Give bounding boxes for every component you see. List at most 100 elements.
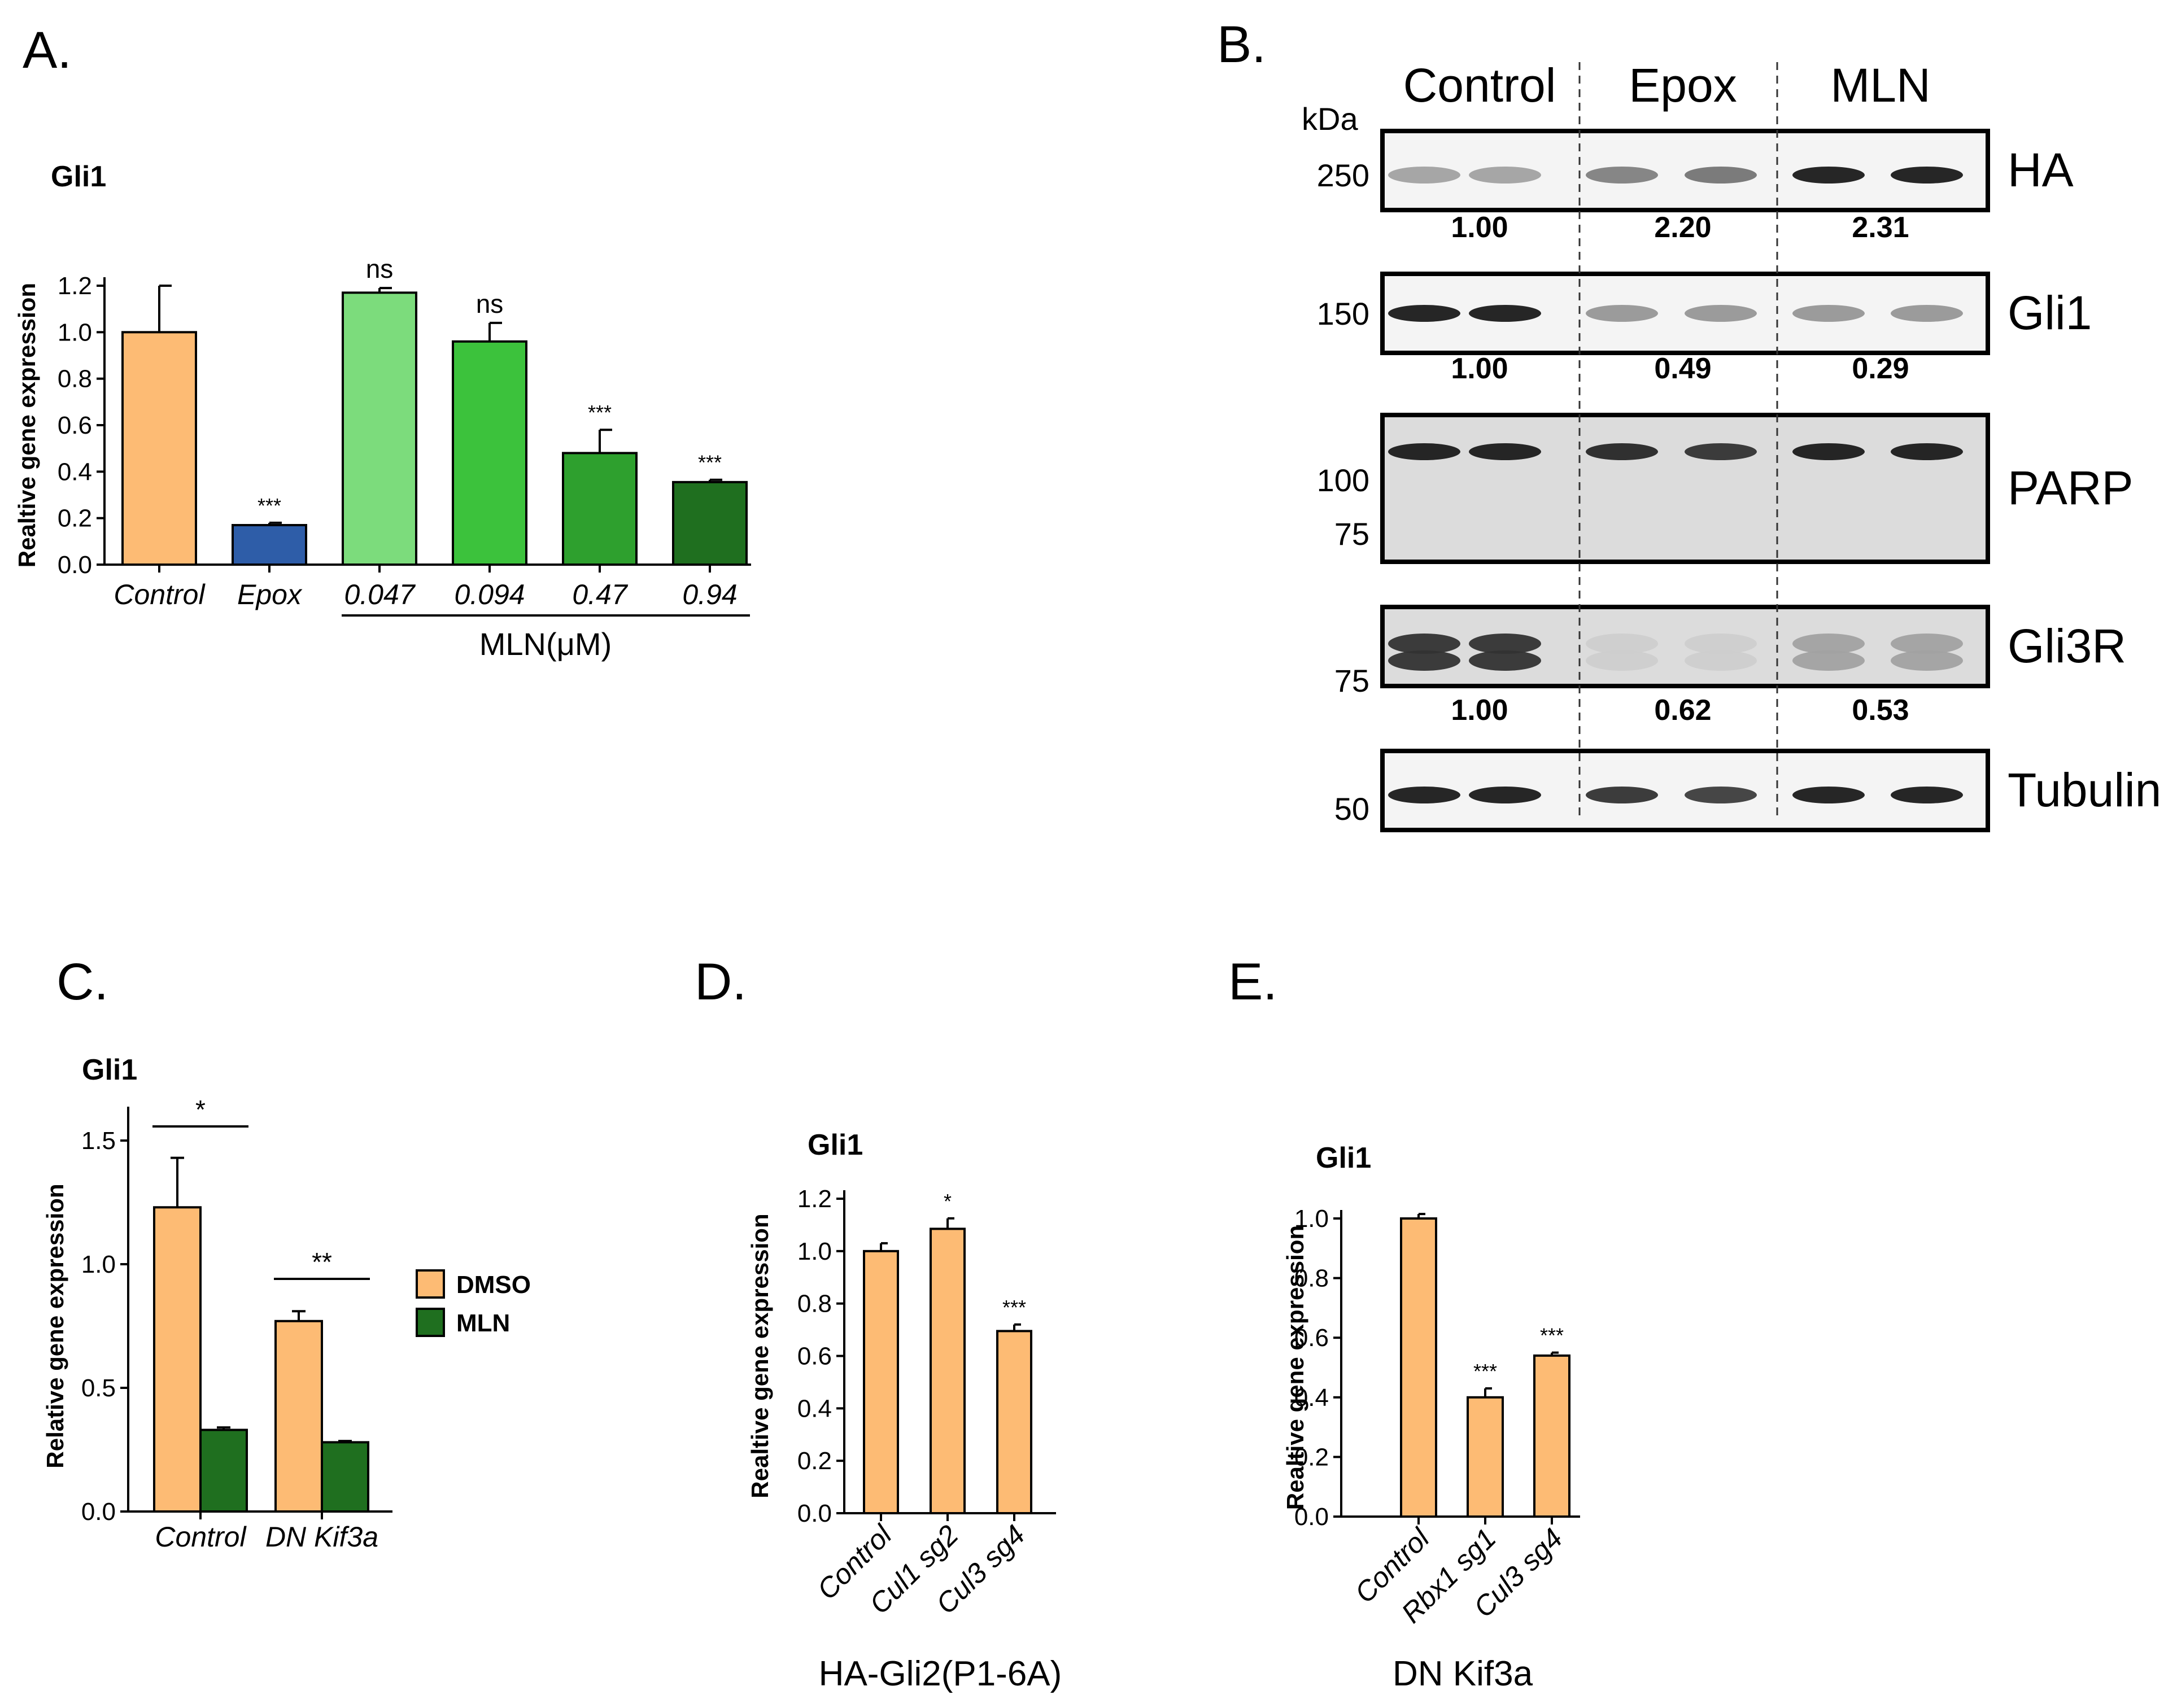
y-tick-label: 0.2 — [1294, 1443, 1329, 1471]
significance-label: *** — [1540, 1324, 1564, 1347]
blot-membrane — [1380, 413, 1990, 564]
kda-marker: 250 — [1317, 158, 1369, 193]
y-tick-label: 0.5 — [81, 1374, 116, 1402]
y-tick-label: 0.2 — [58, 505, 92, 532]
y-tick-label: 0.0 — [797, 1500, 832, 1527]
quantification-value: 1.00 — [1451, 211, 1508, 244]
chart-title: Gli1 — [1316, 1142, 1371, 1174]
protein-band — [1586, 167, 1658, 184]
panel-a-bar-chart: Gli1 Realtive gene expression 0.0 0.2 0.4 0.6… — [14, 160, 751, 662]
y-tick-label: 0.8 — [1294, 1265, 1329, 1292]
protein-band — [1388, 443, 1460, 460]
bar — [452, 340, 527, 566]
bar — [996, 1330, 1032, 1514]
significance-label: *** — [698, 451, 722, 474]
x-category-label: Control — [155, 1521, 247, 1553]
bar — [672, 480, 748, 566]
protein-band — [1792, 650, 1865, 671]
protein-band — [1469, 650, 1541, 671]
panel-label-c: C. — [56, 953, 108, 1011]
x-category-label: 0.094 — [454, 579, 525, 610]
significance-label: ns — [366, 254, 394, 283]
protein-band — [1388, 305, 1460, 322]
bar — [321, 1441, 369, 1513]
protein-band — [1792, 634, 1865, 654]
bar — [930, 1228, 966, 1514]
protein-band — [1388, 167, 1460, 184]
y-axis-label: Realtive gene expression — [747, 1213, 773, 1498]
protein-band — [1388, 787, 1460, 803]
chart-title: Gli1 — [808, 1129, 863, 1161]
y-tick-label: 1.0 — [797, 1238, 832, 1265]
group-label: MLN(μM) — [479, 626, 612, 662]
significance-label: ns — [476, 289, 504, 318]
protein-label: Gli3R — [2008, 619, 2126, 672]
y-tick-label: 0.8 — [58, 365, 92, 393]
kda-marker: 150 — [1317, 296, 1369, 331]
y-tick-label: 1.5 — [81, 1127, 116, 1155]
protein-band — [1792, 167, 1865, 184]
quantification-value: 0.53 — [1852, 694, 1909, 727]
protein-band — [1891, 650, 1963, 671]
protein-label: PARP — [2008, 461, 2134, 514]
protein-band — [1388, 650, 1460, 671]
significance-label: *** — [1002, 1296, 1026, 1319]
legend-label: DMSO — [456, 1271, 531, 1299]
subtitle: DN Kif3a — [1393, 1654, 1533, 1693]
quantification-value: 0.62 — [1654, 694, 1711, 727]
protein-band — [1586, 634, 1658, 654]
protein-band — [1586, 443, 1658, 460]
y-tick-label: 0.4 — [797, 1395, 832, 1422]
protein-band — [1469, 167, 1541, 184]
protein-label: Tubulin — [2008, 763, 2161, 816]
protein-band — [1586, 787, 1658, 803]
y-axis-label: Realtive gene expression — [14, 283, 40, 567]
protein-band — [1792, 787, 1865, 803]
y-tick-label: 1.0 — [58, 318, 92, 346]
y-tick-label: 0.8 — [797, 1290, 832, 1318]
panel-label-a: A. — [23, 21, 72, 79]
quantification-value: 1.00 — [1451, 694, 1508, 727]
protein-band — [1685, 167, 1757, 184]
y-tick-label: 1.2 — [797, 1185, 832, 1213]
kda-marker: 50 — [1334, 791, 1369, 827]
bar — [1467, 1396, 1504, 1518]
y-tick-label: 0.0 — [1294, 1503, 1329, 1531]
protein-label: HA — [2008, 143, 2074, 196]
kda-label: kDa — [1302, 101, 1358, 137]
protein-band — [1586, 650, 1658, 671]
chart-title: Gli1 — [51, 160, 106, 193]
y-tick-label: 0.4 — [58, 458, 92, 486]
y-tick-label: 1.0 — [81, 1251, 116, 1278]
protein-band — [1388, 634, 1460, 654]
bar — [863, 1250, 899, 1514]
protein-band — [1469, 305, 1541, 322]
legend-label: MLN — [456, 1309, 510, 1337]
protein-band — [1792, 305, 1865, 322]
protein-band — [1469, 634, 1541, 654]
y-tick-label: 1.2 — [58, 272, 92, 300]
lane-group-header: MLN — [1830, 59, 1930, 112]
significance-label: * — [944, 1190, 952, 1213]
bar — [1400, 1217, 1437, 1518]
y-axis-label: Realtive gene expression — [1282, 1225, 1308, 1510]
panel-label-e: E. — [1228, 953, 1277, 1011]
significance-label: *** — [588, 401, 612, 424]
y-tick-label: 0.0 — [81, 1498, 116, 1526]
protein-band — [1685, 443, 1757, 460]
y-tick-label: 0.6 — [1294, 1324, 1329, 1352]
legend-swatch — [416, 1308, 445, 1337]
protein-band — [1891, 634, 1963, 654]
kda-marker: 75 — [1334, 516, 1369, 552]
significance-label: * — [195, 1095, 206, 1124]
panel-b-western-blot: Control Epox MLN kDa HA 250 1.00 2.20 2.31 Gli1 15… — [1302, 59, 2161, 832]
significance-label: *** — [258, 494, 281, 517]
y-tick-label: 0.4 — [1294, 1384, 1329, 1412]
protein-band — [1469, 787, 1541, 803]
y-tick-label: 1.0 — [1294, 1205, 1329, 1233]
protein-band — [1891, 787, 1963, 803]
y-axis-label: Relative gene expression — [42, 1183, 68, 1468]
panel-d-bar-chart: Gli1 Realtive gene expression 0.0 0.2 0.4 0.6… — [747, 1129, 1062, 1693]
protein-band — [1891, 167, 1963, 184]
